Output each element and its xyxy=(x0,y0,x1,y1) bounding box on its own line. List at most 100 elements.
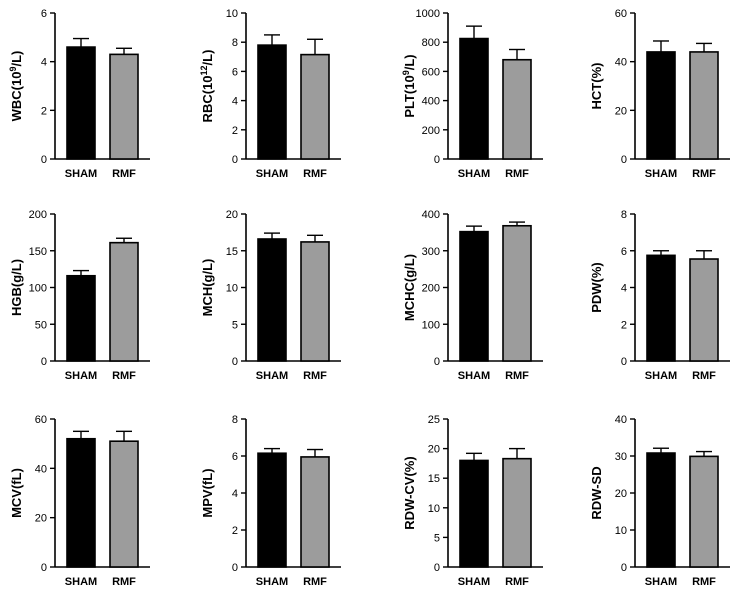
y-axis-title-tail: /L) xyxy=(402,54,417,70)
y-tick-label: 0 xyxy=(41,562,47,574)
category-label-sham: SHAM xyxy=(65,576,97,588)
y-axis-title: MPV(fL) xyxy=(200,468,215,517)
y-axis-title-tail: /L) xyxy=(9,51,24,67)
y-tick-label: 20 xyxy=(35,513,47,525)
chart-panel-10: 0 2 4 6 8 SHAM RMF MPV(fL) xyxy=(200,414,341,588)
y-tick-label: 50 xyxy=(35,319,47,331)
chart-panel-12: 0 10 20 30 40 SHAM RMF RDW-SD xyxy=(589,414,730,588)
y-tick-label: 20 xyxy=(226,209,238,221)
y-axis-title-main: RDW-CV(%) xyxy=(402,456,417,529)
y-axis-title: PDW(%) xyxy=(589,262,604,313)
y-axis-title: WBC(109/L) xyxy=(8,51,24,122)
y-tick-label: 40 xyxy=(35,463,47,475)
bar-sham xyxy=(459,459,489,568)
y-tick-label: 400 xyxy=(422,96,440,108)
y-tick-label: 60 xyxy=(615,8,627,20)
y-axis-title-superscript: 12 xyxy=(199,65,209,75)
y-axis-title-main: RBC(10 xyxy=(200,75,215,122)
y-tick-label: 15 xyxy=(226,246,238,258)
y-tick-label: 1000 xyxy=(416,8,440,20)
category-label-rmf: RMF xyxy=(303,168,327,180)
bar-sham xyxy=(257,238,287,362)
y-tick-label: 200 xyxy=(422,125,440,137)
y-tick-label: 0 xyxy=(434,562,440,574)
y-tick-label: 4 xyxy=(41,57,47,69)
bar-sham xyxy=(646,51,676,160)
chart-panel-6: 0 5 10 15 20 SHAM RMF MCH(g/L) xyxy=(200,209,341,382)
y-axis-title: RDW-CV(%) xyxy=(402,456,417,529)
y-tick-label: 2 xyxy=(621,319,627,331)
category-label-sham: SHAM xyxy=(458,370,490,382)
y-tick-label: 10 xyxy=(615,525,627,537)
y-axis-title: MCV(fL) xyxy=(9,468,24,518)
y-tick-label: 0 xyxy=(232,154,238,166)
bar-rmf xyxy=(502,58,532,160)
y-tick-label: 2 xyxy=(232,125,238,137)
bar-sham xyxy=(66,46,96,160)
bar-sham xyxy=(459,37,489,160)
category-label-sham: SHAM xyxy=(458,168,490,180)
category-label-sham: SHAM xyxy=(645,370,677,382)
y-tick-label: 60 xyxy=(35,414,47,426)
y-axis-title: MCHC(g/L) xyxy=(402,254,417,321)
y-tick-label: 5 xyxy=(434,532,440,544)
bar-rmf xyxy=(502,457,532,568)
y-tick-label: 200 xyxy=(422,283,440,295)
y-tick-label: 8 xyxy=(621,209,627,221)
category-label-rmf: RMF xyxy=(692,576,716,588)
y-tick-label: 10 xyxy=(428,503,440,515)
chart-panel-7: 0 100 200 300 400 SHAM RMF MCHC(g/L) xyxy=(402,209,543,382)
y-axis-title: RBC(1012/L) xyxy=(199,50,215,123)
y-tick-label: 2 xyxy=(41,105,47,117)
y-axis-title-main: WBC(10 xyxy=(9,72,24,122)
y-tick-label: 25 xyxy=(428,414,440,426)
y-axis-title: HGB(g/L) xyxy=(9,259,24,316)
y-axis-title: PLT(109/L) xyxy=(401,54,417,117)
y-tick-label: 20 xyxy=(428,444,440,456)
y-tick-label: 0 xyxy=(41,154,47,166)
chart-panel-9: 0 20 40 60 SHAM RMF MCV(fL) xyxy=(9,414,150,588)
category-label-rmf: RMF xyxy=(692,168,716,180)
y-axis-title-superscript: 9 xyxy=(8,67,18,72)
y-tick-label: 0 xyxy=(41,356,47,368)
category-label-sham: SHAM xyxy=(256,168,288,180)
y-tick-label: 30 xyxy=(615,451,627,463)
chart-panel-4: 0 20 40 60 SHAM RMF HCT(%) xyxy=(589,8,730,180)
y-axis-title-main: MCV(fL) xyxy=(9,468,24,518)
category-label-sham: SHAM xyxy=(458,576,490,588)
y-tick-label: 200 xyxy=(29,209,47,221)
y-tick-label: 0 xyxy=(232,356,238,368)
y-tick-label: 800 xyxy=(422,37,440,49)
y-tick-label: 0 xyxy=(434,154,440,166)
y-axis-title-main: MPV(fL) xyxy=(200,468,215,517)
y-tick-label: 8 xyxy=(232,414,238,426)
bar-rmf xyxy=(300,456,330,568)
y-axis-title-superscript: 9 xyxy=(401,70,411,75)
category-label-sham: SHAM xyxy=(645,576,677,588)
category-label-rmf: RMF xyxy=(505,576,529,588)
category-label-sham: SHAM xyxy=(65,168,97,180)
y-tick-label: 5 xyxy=(232,319,238,331)
bar-sham xyxy=(646,254,676,362)
y-tick-label: 10 xyxy=(226,283,238,295)
y-tick-label: 4 xyxy=(232,488,238,500)
chart-panel-1: 0 2 4 6 SHAM RMF WBC(109/L) xyxy=(8,8,150,180)
category-label-sham: SHAM xyxy=(65,370,97,382)
y-tick-label: 400 xyxy=(422,209,440,221)
y-tick-label: 0 xyxy=(621,562,627,574)
y-tick-label: 2 xyxy=(232,525,238,537)
y-tick-label: 0 xyxy=(434,356,440,368)
y-tick-label: 300 xyxy=(422,246,440,258)
category-label-rmf: RMF xyxy=(505,168,529,180)
category-label-sham: SHAM xyxy=(256,576,288,588)
y-tick-label: 6 xyxy=(621,246,627,258)
bar-rmf xyxy=(689,258,719,362)
y-tick-label: 6 xyxy=(232,66,238,78)
bar-rmf xyxy=(300,53,330,160)
category-label-rmf: RMF xyxy=(505,370,529,382)
bar-sham xyxy=(257,452,287,568)
y-tick-label: 20 xyxy=(615,488,627,500)
y-axis-title: RDW-SD xyxy=(589,466,604,519)
category-label-rmf: RMF xyxy=(692,370,716,382)
